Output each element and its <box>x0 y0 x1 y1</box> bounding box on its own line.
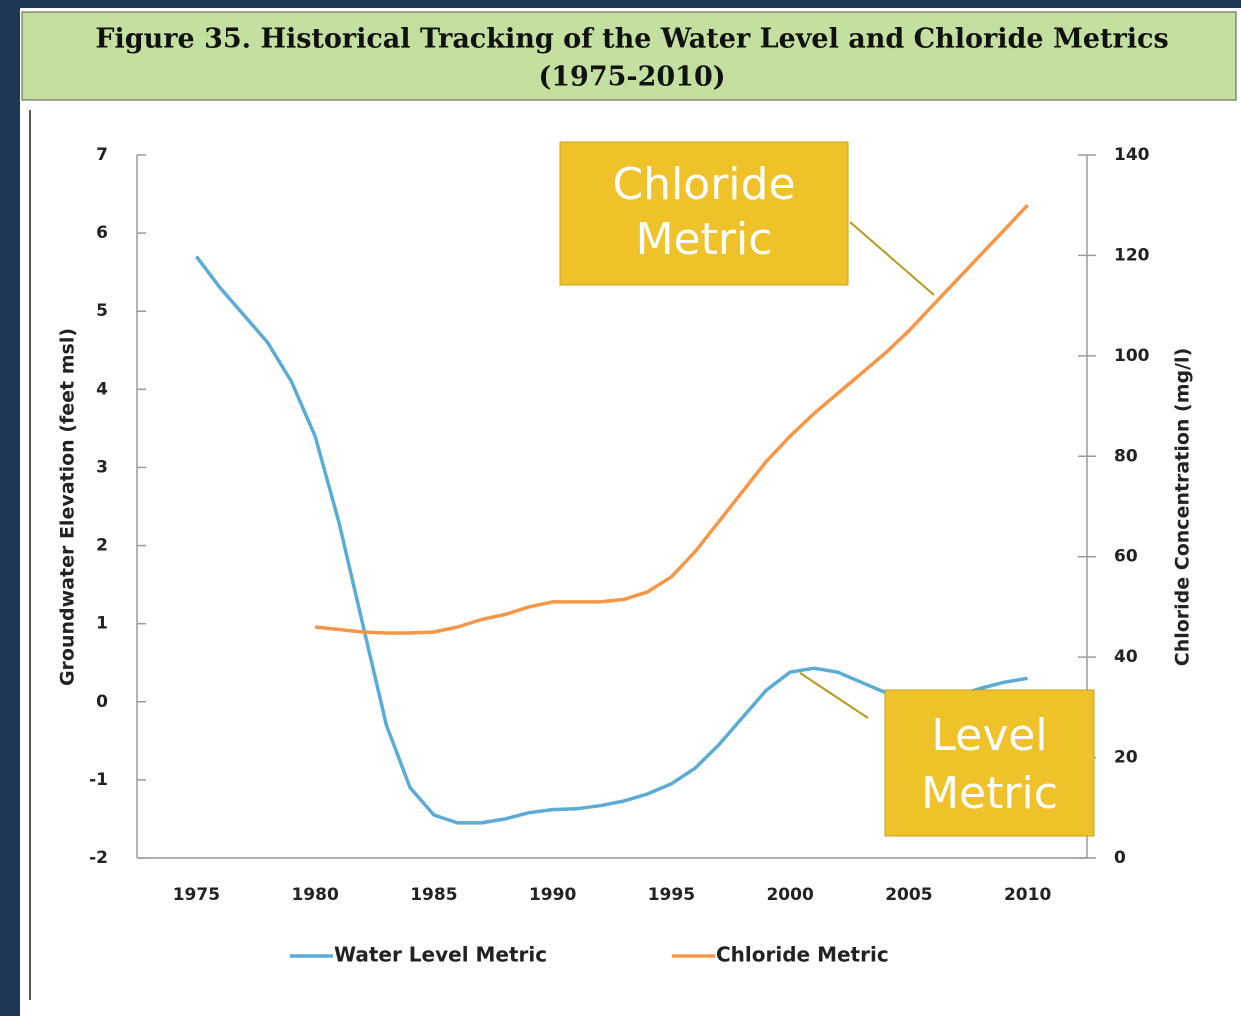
chart-title: Figure 35. Historical Tracking of the Wa… <box>95 24 1168 55</box>
y2-tick-label: 20 <box>1114 748 1138 768</box>
y-axis-label: Groundwater Elevation (feet msl) <box>57 328 79 686</box>
y-tick-label: 6 <box>96 223 108 243</box>
x-tick-label: 1985 <box>410 885 457 905</box>
chart-subtitle: (1975-2010) <box>538 62 725 93</box>
x-tick-label: 1980 <box>291 885 338 905</box>
y2-tick-label: 60 <box>1114 547 1138 567</box>
y-tick-label: 5 <box>96 301 108 321</box>
y-tick-label: 4 <box>96 379 108 399</box>
annotation-box <box>884 689 1095 837</box>
leader-line <box>849 221 935 296</box>
legend-label: Water Level Metric <box>334 943 547 967</box>
y2-tick-label: 120 <box>1114 245 1150 265</box>
x-tick-label: 1995 <box>648 885 695 905</box>
y2-tick-label: 80 <box>1114 446 1138 466</box>
x-tick-label: 2000 <box>766 885 813 905</box>
y-tick-label: 1 <box>96 614 108 634</box>
x-tick-label: 2005 <box>885 885 932 905</box>
annotation-text: Level <box>931 710 1047 761</box>
y2-tick-label: 0 <box>1114 848 1126 868</box>
x-tick-label: 2010 <box>1004 885 1051 905</box>
x-tick-label: 1975 <box>173 885 220 905</box>
annotation-text: Metric <box>636 214 773 265</box>
y-tick-label: -1 <box>89 770 108 790</box>
legend-label: Chloride Metric <box>716 943 889 967</box>
data-line <box>314 203 1029 635</box>
leader-line <box>799 672 869 719</box>
y-tick-label: 2 <box>96 536 108 556</box>
y2-axis-label: Chloride Concentration (mg/l) <box>1172 348 1194 667</box>
y-tick-label: 0 <box>96 692 108 712</box>
y2-tick-label: 100 <box>1114 346 1150 366</box>
y-tick-label: 3 <box>96 457 108 477</box>
annotation-text: Chloride <box>612 159 795 210</box>
y-tick-label: -2 <box>89 848 108 868</box>
y-tick-label: 7 <box>96 145 108 165</box>
annotation-text: Metric <box>921 768 1058 819</box>
y2-tick-label: 40 <box>1114 647 1138 667</box>
annotation-box <box>559 141 849 286</box>
title-bar <box>21 11 1237 101</box>
x-tick-label: 1990 <box>529 885 576 905</box>
y2-tick-label: 140 <box>1114 145 1150 165</box>
